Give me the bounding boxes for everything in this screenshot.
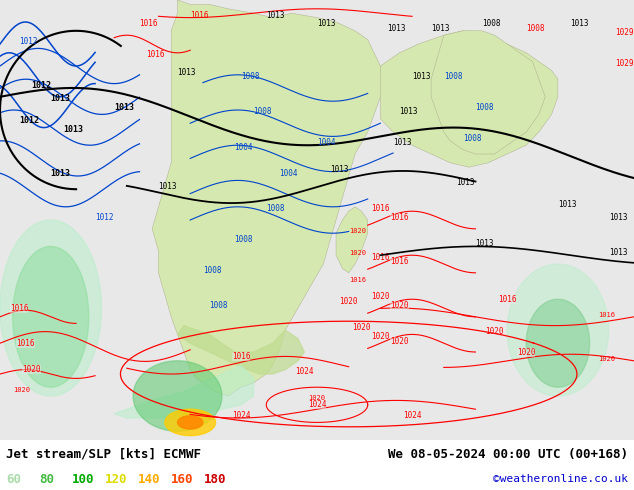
Polygon shape <box>133 361 222 431</box>
Text: 1013: 1013 <box>51 169 71 178</box>
Text: 120: 120 <box>105 472 127 486</box>
Text: 1024: 1024 <box>231 411 250 420</box>
Text: 100: 100 <box>72 472 94 486</box>
Text: 1016: 1016 <box>146 50 164 59</box>
Text: 1013: 1013 <box>412 72 430 81</box>
Text: 1020: 1020 <box>349 250 366 256</box>
Text: 140: 140 <box>138 472 160 486</box>
Text: 60: 60 <box>6 472 22 486</box>
Text: ©weatheronline.co.uk: ©weatheronline.co.uk <box>493 474 628 484</box>
Text: 1013: 1013 <box>114 103 134 112</box>
Text: 1008: 1008 <box>266 204 285 213</box>
Text: 1013: 1013 <box>266 11 285 20</box>
Text: 1012: 1012 <box>19 116 39 125</box>
Text: 1013: 1013 <box>571 20 589 28</box>
Polygon shape <box>380 31 558 167</box>
Text: 1008: 1008 <box>203 266 221 275</box>
Text: 1020: 1020 <box>339 296 358 306</box>
Polygon shape <box>178 416 203 429</box>
Text: 1020: 1020 <box>309 395 325 401</box>
Polygon shape <box>526 299 590 387</box>
Text: 1013: 1013 <box>330 165 348 173</box>
Text: 1013: 1013 <box>476 240 494 248</box>
Text: 1020: 1020 <box>371 292 390 301</box>
Text: 1016: 1016 <box>190 11 209 20</box>
Text: 1012: 1012 <box>19 37 37 46</box>
Polygon shape <box>431 31 545 154</box>
Text: 1016: 1016 <box>498 294 517 304</box>
Text: 1004: 1004 <box>279 169 297 178</box>
Text: 1024: 1024 <box>295 367 314 376</box>
Text: 1008: 1008 <box>463 134 481 143</box>
Text: 1013: 1013 <box>609 213 627 222</box>
Text: 1013: 1013 <box>63 125 84 134</box>
Polygon shape <box>165 409 216 436</box>
Text: 1016: 1016 <box>10 303 29 313</box>
Text: 1016: 1016 <box>349 277 366 283</box>
Text: 1013: 1013 <box>317 20 335 28</box>
Polygon shape <box>13 246 89 387</box>
Text: 1016: 1016 <box>231 352 250 361</box>
Text: 1008: 1008 <box>241 72 259 81</box>
Text: 1008: 1008 <box>209 301 228 310</box>
Text: 80: 80 <box>39 472 55 486</box>
Text: Jet stream/SLP [kts] ECMWF: Jet stream/SLP [kts] ECMWF <box>6 447 202 461</box>
Text: 180: 180 <box>204 472 226 486</box>
Text: 1013: 1013 <box>178 68 196 77</box>
Polygon shape <box>0 220 101 396</box>
Text: 1008: 1008 <box>482 20 500 28</box>
Text: 1008: 1008 <box>444 72 462 81</box>
Polygon shape <box>178 326 304 374</box>
Text: 1024: 1024 <box>403 411 422 420</box>
Polygon shape <box>114 365 254 418</box>
Polygon shape <box>336 207 368 273</box>
Text: 1020: 1020 <box>349 228 366 234</box>
Text: 1020: 1020 <box>390 301 409 310</box>
Text: 1020: 1020 <box>13 387 30 392</box>
Text: 1016: 1016 <box>371 253 390 262</box>
Text: 1013: 1013 <box>431 24 450 33</box>
Text: 1013: 1013 <box>456 178 475 187</box>
Text: 1008: 1008 <box>254 107 272 117</box>
Text: 1013: 1013 <box>51 94 71 103</box>
Text: 1016: 1016 <box>16 339 35 348</box>
Text: 1008: 1008 <box>235 235 253 244</box>
Text: 1008: 1008 <box>526 24 545 33</box>
Text: 1020: 1020 <box>485 327 504 337</box>
Text: 1020: 1020 <box>390 337 409 345</box>
Text: 1013: 1013 <box>399 107 418 117</box>
Text: 160: 160 <box>171 472 193 486</box>
Text: 1016: 1016 <box>598 312 615 318</box>
Text: 1016: 1016 <box>390 257 409 266</box>
Text: 1004: 1004 <box>317 138 335 147</box>
Polygon shape <box>152 0 387 396</box>
Text: 1013: 1013 <box>558 200 576 209</box>
Text: 1013: 1013 <box>609 248 627 257</box>
Text: 1020: 1020 <box>598 356 615 362</box>
Text: 1012: 1012 <box>95 213 113 222</box>
Text: 1029: 1029 <box>615 28 633 37</box>
Text: 1024: 1024 <box>307 400 327 409</box>
Polygon shape <box>507 264 609 396</box>
Text: 1020: 1020 <box>22 365 41 374</box>
Text: 1013: 1013 <box>387 24 405 33</box>
Text: 1020: 1020 <box>371 332 390 341</box>
Text: 1004: 1004 <box>235 143 253 151</box>
Text: 1008: 1008 <box>476 103 494 112</box>
Text: 1029: 1029 <box>615 59 633 68</box>
Text: 1020: 1020 <box>517 347 536 357</box>
Text: 1013: 1013 <box>158 182 177 191</box>
Text: 1016: 1016 <box>371 204 390 213</box>
Text: 1013: 1013 <box>393 138 411 147</box>
Text: 1016: 1016 <box>390 213 409 222</box>
Text: 1012: 1012 <box>32 81 52 90</box>
Text: We 08-05-2024 00:00 UTC (00+168): We 08-05-2024 00:00 UTC (00+168) <box>387 447 628 461</box>
Text: 1020: 1020 <box>352 323 371 332</box>
Text: 1016: 1016 <box>139 20 158 28</box>
